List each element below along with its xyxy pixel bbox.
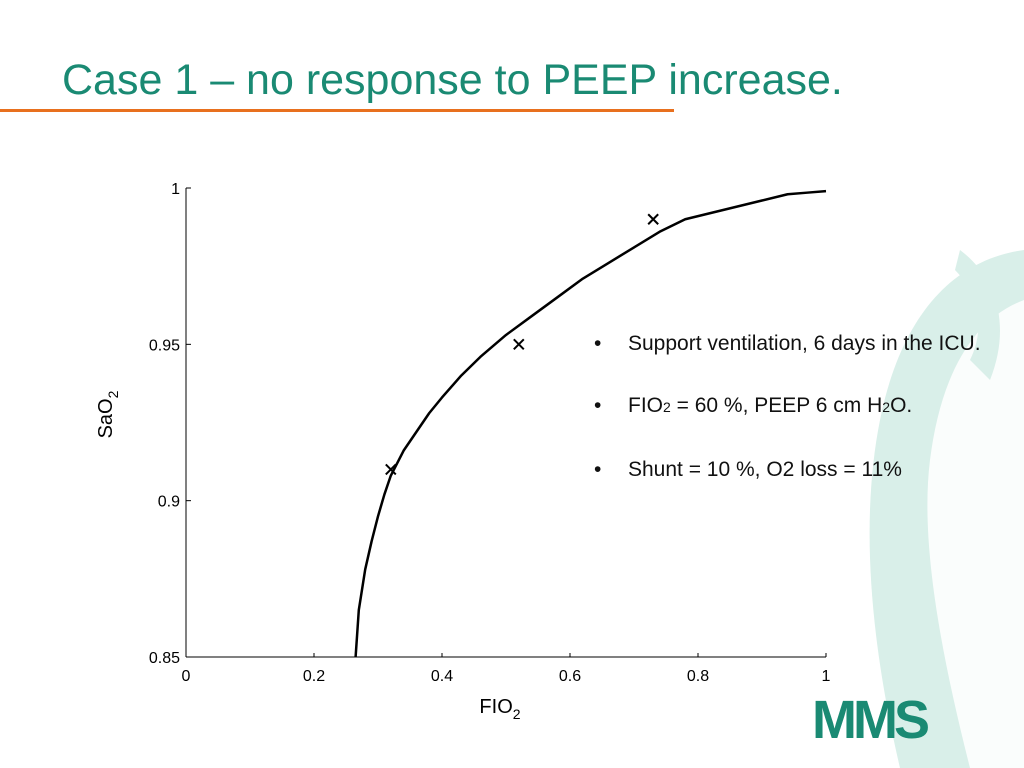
- bullet-settings-sub2: 2: [882, 399, 891, 415]
- x-tick-label: 0.2: [303, 668, 325, 685]
- mms-logo: MMS: [812, 690, 932, 746]
- bullet-settings-sub1: 2: [663, 399, 671, 415]
- slide-title: Case 1 – no response to PEEP increase.: [62, 56, 843, 104]
- y-axis-label: SaO2: [95, 390, 121, 438]
- bullet-settings-fio: FIO: [628, 394, 663, 417]
- x-tick-label: 0.8: [687, 668, 709, 685]
- bullet-shunt-text: Shunt = 10 %, O2 loss = 11%: [628, 458, 902, 481]
- y-tick-label: 0.85: [149, 650, 180, 667]
- x-tick-label: 0: [182, 668, 191, 685]
- bullet-ventilation-text: Support ventilation, 6 days in the ICU.: [628, 332, 981, 355]
- title-underline: [0, 109, 674, 112]
- bullet-settings-mid: = 60 %, PEEP 6 cm H: [670, 394, 883, 417]
- bullet-list: Support ventilation, 6 days in the ICU. …: [592, 328, 992, 516]
- x-tick-label: 0.6: [559, 668, 581, 685]
- bullet-settings-end: O.: [890, 394, 913, 417]
- x-tick-label: 0.4: [431, 668, 453, 685]
- measurement-marker: [647, 213, 659, 225]
- measurement-marker: [385, 463, 397, 476]
- x-tick-label: 1: [822, 668, 831, 685]
- bullet-shunt: Shunt = 10 %, O2 loss = 11%: [592, 454, 992, 485]
- dissociation-curve: [354, 189, 827, 658]
- y-tick-label: 1: [171, 181, 180, 198]
- x-axis-label: FIO2: [479, 696, 520, 722]
- bullet-ventilation: Support ventilation, 6 days in the ICU.: [592, 328, 992, 359]
- logo-text: MMS: [812, 690, 928, 746]
- y-tick-label: 0.9: [158, 494, 180, 511]
- bullet-settings: FIO2 = 60 %, PEEP 6 cm H2O.: [592, 390, 992, 423]
- y-tick-label: 0.95: [149, 337, 180, 354]
- measurement-marker: [513, 338, 525, 351]
